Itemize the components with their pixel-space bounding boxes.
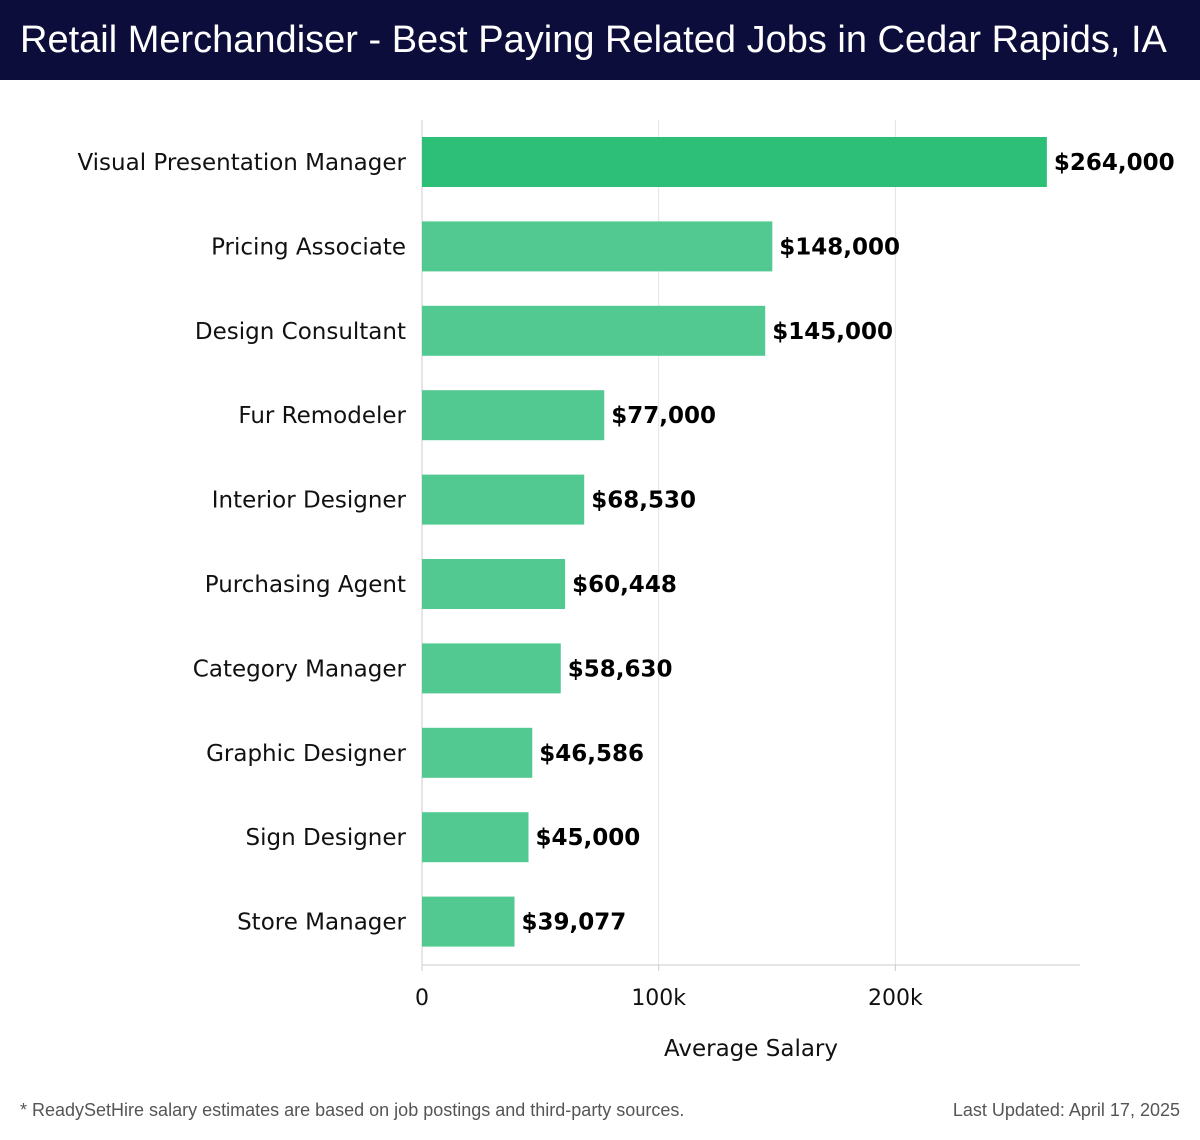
axis-layer: 0 100k 200k Average Salary — [415, 964, 1080, 1062]
value-label-6: $58,630 — [568, 656, 673, 682]
value-label-5: $60,448 — [572, 572, 677, 598]
bar-0 — [422, 137, 1047, 187]
x-tick-label-1: 100k — [631, 986, 686, 1011]
bar-6 — [422, 643, 561, 694]
title-bar: Retail Merchandiser - Best Paying Relate… — [0, 0, 1200, 80]
bar-8 — [422, 812, 529, 863]
bar-5 — [422, 559, 566, 609]
category-label-3: Fur Remodeler — [238, 403, 406, 429]
value-label-4: $68,530 — [591, 488, 696, 514]
category-label-0: Visual Presentation Manager — [77, 150, 406, 176]
page-title: Retail Merchandiser - Best Paying Relate… — [20, 19, 1167, 61]
bar-layer — [422, 137, 1047, 947]
value-label-3: $77,000 — [611, 403, 716, 429]
value-label-8: $45,000 — [536, 825, 641, 851]
value-label-0: $264,000 — [1054, 150, 1175, 176]
category-label-8: Sign Designer — [246, 825, 407, 851]
category-label-5: Purchasing Agent — [205, 572, 406, 598]
category-label-7: Graphic Designer — [206, 741, 406, 767]
footer-note: * ReadySetHire salary estimates are base… — [20, 1100, 685, 1120]
value-label-7: $46,586 — [539, 741, 644, 767]
category-label-1: Pricing Associate — [211, 234, 406, 260]
value-label-1: $148,000 — [779, 234, 900, 260]
category-label-9: Store Manager — [237, 910, 406, 936]
last-updated: Last Updated: April 17, 2025 — [952, 1100, 1180, 1120]
bar-1 — [422, 221, 773, 272]
x-tick-label-2: 200k — [868, 986, 923, 1011]
bar-4 — [422, 474, 585, 525]
bar-3 — [422, 390, 605, 441]
salary-bar-chart: Visual Presentation Manager $264,000 Prici… — [77, 120, 1175, 1062]
x-tick-label-0: 0 — [415, 986, 429, 1011]
x-axis-title: Average Salary — [664, 1036, 838, 1062]
bar-7 — [422, 727, 533, 778]
category-label-6: Category Manager — [193, 656, 407, 682]
value-label-2: $145,000 — [772, 319, 893, 345]
category-label-4: Interior Designer — [212, 488, 407, 514]
bar-2 — [422, 305, 766, 356]
bar-9 — [422, 896, 515, 947]
label-layer: Visual Presentation Manager $264,000 Prici… — [77, 150, 1174, 936]
value-label-9: $39,077 — [521, 910, 626, 936]
category-label-2: Design Consultant — [195, 319, 406, 345]
